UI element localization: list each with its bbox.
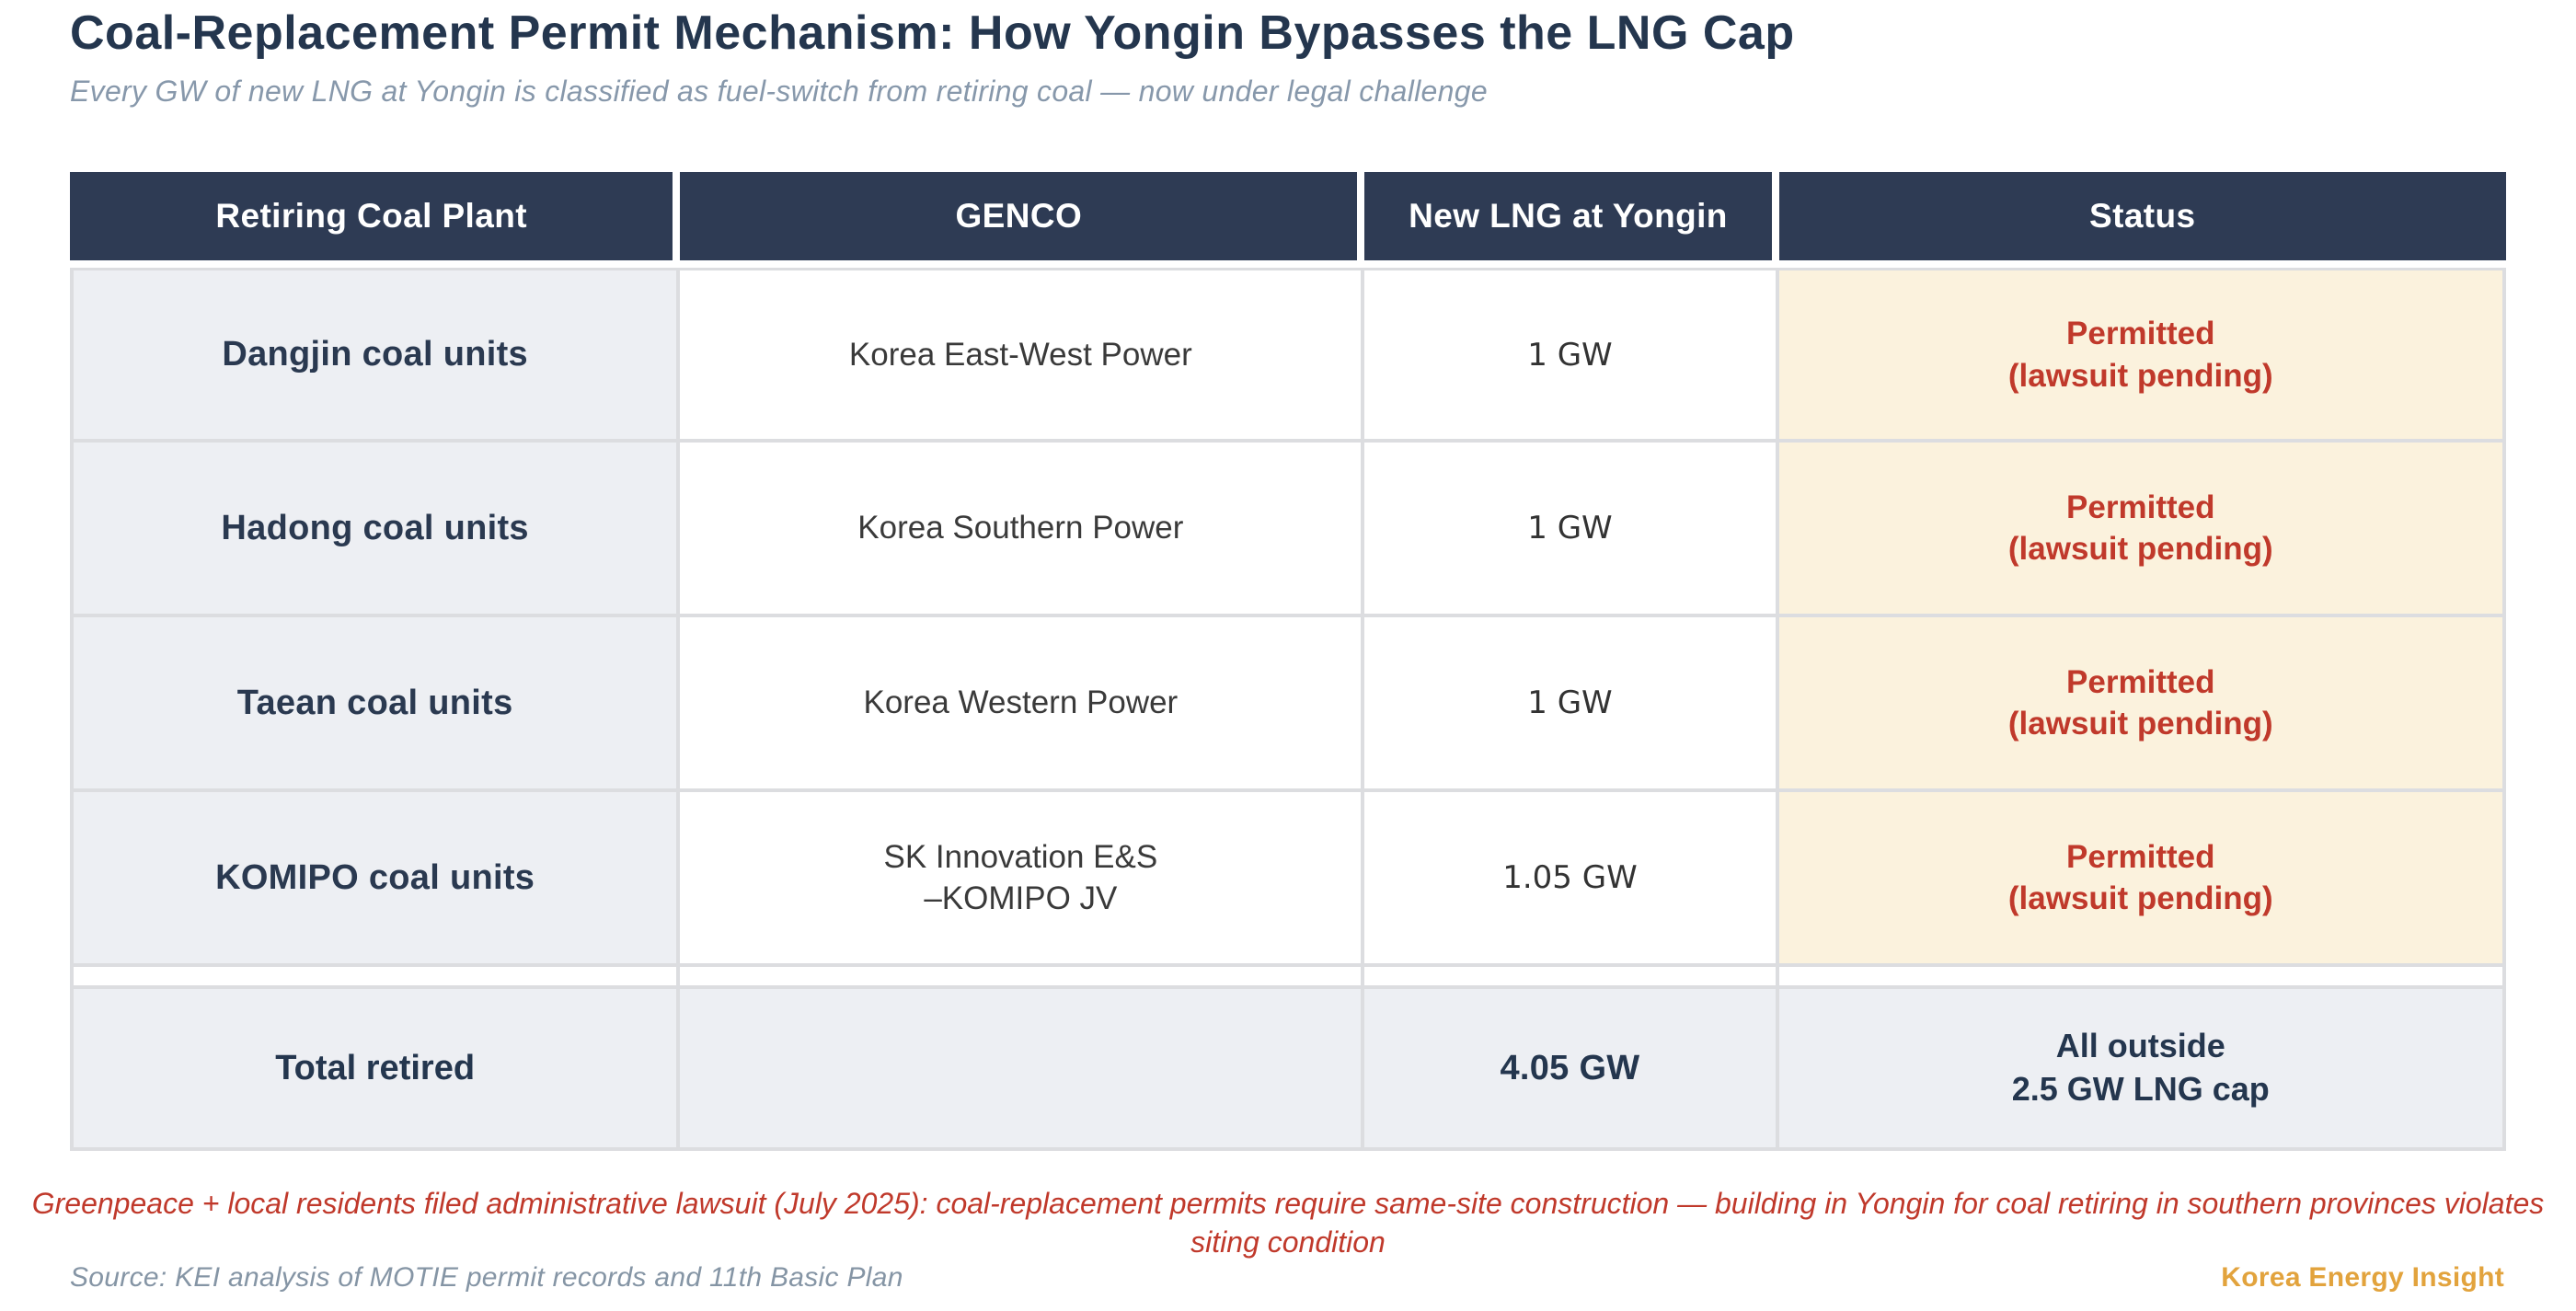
total-lng-cell: 4.05 GW [1364, 989, 1779, 1151]
plant-cell: KOMIPO coal units [70, 792, 681, 967]
spacer-cell [1364, 967, 1779, 989]
header-row: Retiring Coal Plant GENCO New LNG at Yon… [70, 172, 2506, 268]
table-row-taean: Taean coal units Korea Western Power 1 G… [70, 617, 2506, 792]
lawsuit-footnote: Greenpeace + local residents filed admin… [31, 1187, 2545, 1259]
status-cell: Permitted (lawsuit pending) [1778, 617, 2506, 792]
status-cell: Permitted (lawsuit pending) [1778, 268, 2506, 443]
total-row: Total retired 4.05 GW All outside 2.5 GW… [70, 989, 2506, 1151]
spacer-cell [70, 967, 681, 989]
total-genco-cell [680, 989, 1365, 1151]
table-row-hadong: Hadong coal units Korea Southern Power 1… [70, 443, 2506, 617]
column-header-retiring-coal-plant: Retiring Coal Plant [70, 172, 681, 268]
table-header: Retiring Coal Plant GENCO New LNG at Yon… [70, 172, 2506, 268]
plant-cell: Dangjin coal units [70, 268, 681, 443]
lng-capacity-cell: 1 GW [1364, 617, 1779, 792]
genco-cell: Korea Western Power [680, 617, 1365, 792]
status-cell: Permitted (lawsuit pending) [1778, 443, 2506, 617]
plant-cell: Hadong coal units [70, 443, 681, 617]
lng-capacity-cell: 1 GW [1364, 268, 1779, 443]
permit-table-container: Retiring Coal Plant GENCO New LNG at Yon… [70, 172, 2506, 1151]
page-header: Coal-Replacement Permit Mechanism: How Y… [70, 6, 2521, 109]
permit-table: Retiring Coal Plant GENCO New LNG at Yon… [70, 172, 2506, 1151]
total-status-cell: All outside 2.5 GW LNG cap [1778, 989, 2506, 1151]
status-cell: Permitted (lawsuit pending) [1778, 792, 2506, 967]
genco-cell: SK Innovation E&S –KOMIPO JV [680, 792, 1365, 967]
column-header-status: Status [1778, 172, 2506, 268]
page-title: Coal-Replacement Permit Mechanism: How Y… [70, 6, 1795, 60]
table-row-komipo: KOMIPO coal units SK Innovation E&S –KOM… [70, 792, 2506, 967]
spacer-cell [680, 967, 1365, 989]
lng-capacity-cell: 1.05 GW [1364, 792, 1779, 967]
brand-label: Korea Energy Insight [2221, 1262, 2504, 1293]
genco-cell: Korea Southern Power [680, 443, 1365, 617]
column-header-new-lng: New LNG at Yongin [1364, 172, 1779, 268]
page-subtitle: Every GW of new LNG at Yongin is classif… [70, 75, 1488, 109]
total-label-cell: Total retired [70, 989, 681, 1151]
column-header-genco: GENCO [680, 172, 1365, 268]
table-body: Dangjin coal units Korea East-West Power… [70, 268, 2506, 1151]
plant-cell: Taean coal units [70, 617, 681, 792]
lng-capacity-cell: 1 GW [1364, 443, 1779, 617]
source-note: Source: KEI analysis of MOTIE permit rec… [70, 1262, 903, 1293]
bottom-bar: Source: KEI analysis of MOTIE permit rec… [70, 1262, 2504, 1294]
table-row-dangjin: Dangjin coal units Korea East-West Power… [70, 268, 2506, 443]
genco-cell: Korea East-West Power [680, 268, 1365, 443]
spacer-cell [1778, 967, 2506, 989]
spacer-row [70, 967, 2506, 989]
